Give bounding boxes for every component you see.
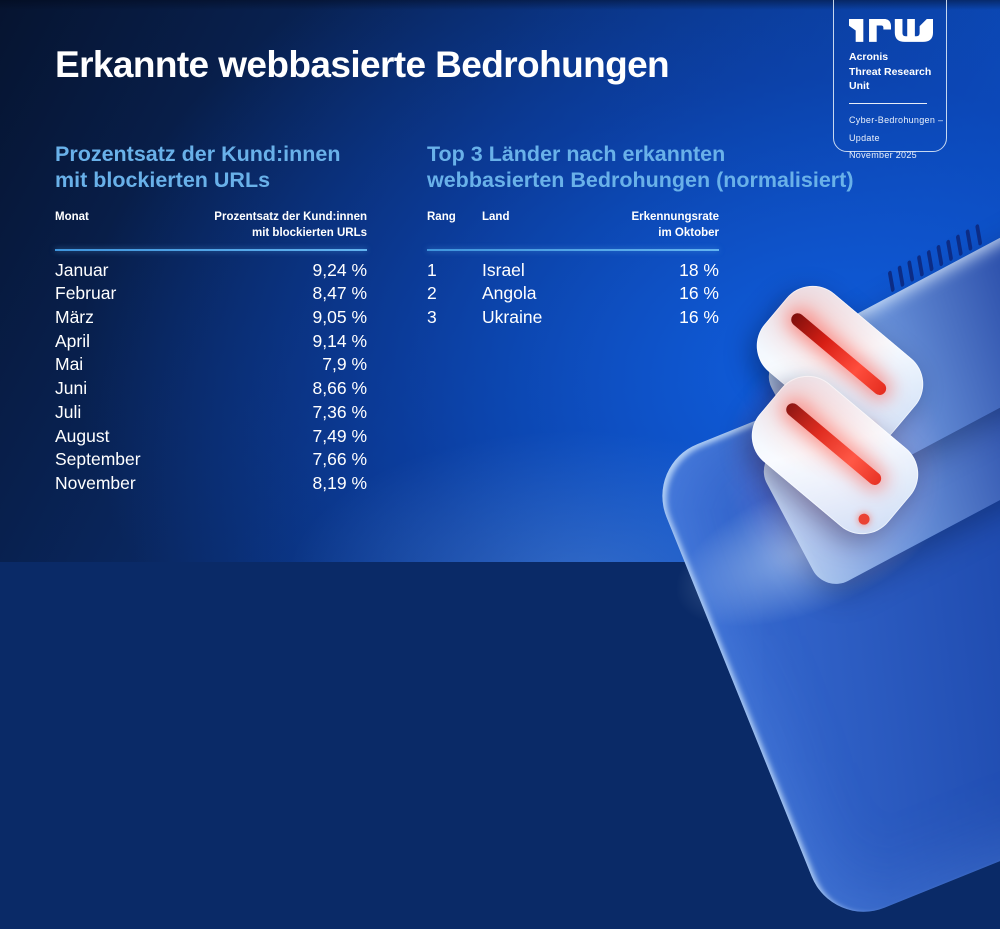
tru-logo-icon	[849, 19, 933, 42]
month-cell: April	[55, 330, 91, 351]
table-row: Februar 8,47 %	[55, 282, 367, 306]
top-vignette	[0, 0, 1000, 10]
month-cell: Mai	[55, 354, 84, 375]
column-header-percentage: Prozentsatz der Kund:innen mit blockiert…	[214, 210, 367, 239]
table-row: 1 Israel 18 %	[427, 259, 719, 283]
value-cell: 7,36 %	[312, 401, 367, 422]
table-divider	[55, 248, 367, 251]
country-cell: Ukraine	[482, 307, 543, 327]
rank-cell: 3	[427, 307, 437, 327]
column-header-month: Monat	[55, 210, 89, 223]
countries-table-rows: 1 Israel 18 % 2 Angola 16 % 3 Ukraine 16 %	[427, 259, 719, 330]
customers-table-panel: Prozentsatz der Kund:innen mit blockiert…	[55, 141, 367, 496]
countries-column-headers: Rang Land Erkennungsrate im Oktober	[427, 210, 719, 242]
value-cell: 7,49 %	[312, 425, 367, 446]
badge-divider	[849, 103, 927, 105]
value-cell: 8,19 %	[312, 472, 367, 493]
table-row: März 9,05 %	[55, 306, 367, 330]
customers-heading-line2: mit blockierten URLs	[55, 168, 271, 193]
value-cell: 8,66 %	[312, 378, 367, 399]
value-cell: 9,05 %	[312, 307, 367, 327]
rate-cell: 18 %	[679, 259, 719, 280]
tru-badge: Acronis Threat Research Unit Cyber-Bedro…	[833, 0, 947, 160]
countries-table-panel: Top 3 Länder nach erkannten webbasierten…	[427, 141, 854, 330]
month-cell: August	[55, 425, 110, 446]
badge-org-name: Acronis Threat Research Unit	[849, 51, 932, 93]
countries-table-heading: Top 3 Länder nach erkannten webbasierten…	[427, 141, 854, 194]
customers-column-headers: Monat Prozentsatz der Kund:innen mit blo…	[55, 210, 367, 242]
customers-table-heading: Prozentsatz der Kund:innen mit blockiert…	[55, 141, 367, 194]
table-row: April 9,14 %	[55, 330, 367, 354]
badge-edition: Cyber-Bedrohungen – Update November 2025	[849, 115, 944, 161]
table-row: September 7,66 %	[55, 448, 367, 472]
country-cell: Israel	[482, 259, 525, 280]
value-cell: 9,14 %	[312, 330, 367, 351]
table-row: Juni 8,66 %	[55, 377, 367, 401]
rank-cell: 2	[427, 283, 437, 304]
table-row: Mai 7,9 %	[55, 353, 367, 377]
rank-cell: 1	[427, 259, 437, 280]
column-header-country: Land	[482, 210, 510, 223]
month-cell: Februar	[55, 283, 117, 304]
column-header-rank: Rang	[427, 210, 456, 223]
table-row: Juli 7,36 %	[55, 401, 367, 425]
rate-cell: 16 %	[679, 307, 719, 327]
rate-cell: 16 %	[679, 283, 719, 304]
table-row: 2 Angola 16 %	[427, 282, 719, 306]
table-row: November 8,19 %	[55, 472, 367, 496]
column-header-rate: Erkennungsrate im Oktober	[631, 210, 719, 239]
value-cell: 8,47 %	[312, 283, 367, 304]
country-cell: Angola	[482, 283, 537, 304]
month-cell: März	[55, 307, 94, 327]
value-cell: 9,24 %	[312, 259, 367, 280]
customers-heading-line1: Prozentsatz der Kund:innen	[55, 142, 341, 166]
table-row: August 7,49 %	[55, 425, 367, 449]
table-divider	[427, 248, 719, 251]
customers-table-rows: Januar 9,24 % Februar 8,47 % März 9,05 % Ap…	[55, 259, 367, 496]
month-cell: Juni	[55, 378, 88, 399]
table-row: 3 Ukraine 16 %	[427, 306, 719, 330]
table-row: Januar 9,24 %	[55, 259, 367, 283]
countries-heading-line1: Top 3 Länder nach erkannten	[427, 142, 726, 166]
countries-heading-line2: webbasierten Bedrohungen (normalisiert)	[427, 168, 854, 193]
month-cell: November	[55, 472, 136, 493]
month-cell: September	[55, 449, 141, 470]
month-cell: Januar	[55, 259, 109, 280]
value-cell: 7,9 %	[322, 354, 367, 375]
page-title: Erkannte webbasierte Bedrohungen	[55, 44, 670, 85]
month-cell: Juli	[55, 401, 82, 422]
value-cell: 7,66 %	[312, 449, 367, 470]
